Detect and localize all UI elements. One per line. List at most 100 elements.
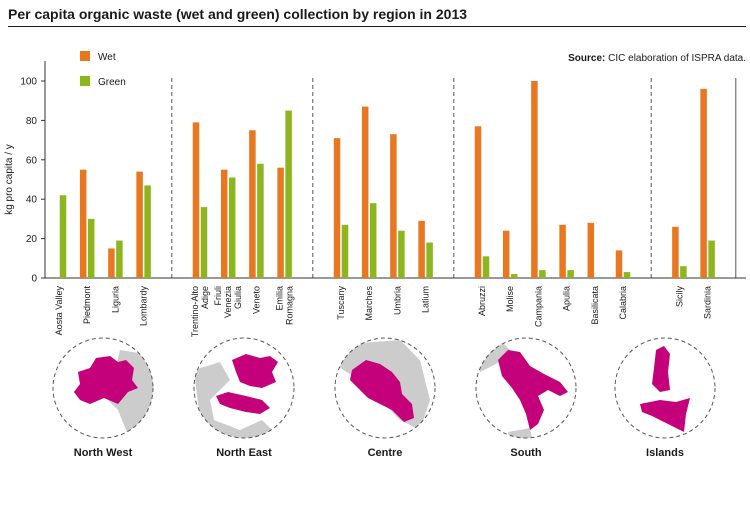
map-region-shape [640, 398, 690, 432]
bar-green [510, 274, 518, 278]
map-region-shape [652, 346, 670, 392]
bar-wet [249, 130, 256, 278]
bar-green [116, 240, 123, 278]
category-labels: Aosta Valley Piedmont Liguria Lombardy Trent… [54, 286, 713, 338]
legend-label-green: Green [98, 77, 126, 88]
map-frame [334, 337, 436, 439]
category-label: Sardinia [703, 286, 713, 319]
source-note: Source: CIC elaboration of ISPRA data. [568, 53, 746, 64]
category-label: Campania [533, 286, 543, 327]
bar-green [257, 163, 264, 278]
legend-swatch-wet [80, 51, 90, 61]
bar-wet [672, 226, 679, 278]
map-region-shape [350, 360, 414, 422]
y-tick-label: 60 [26, 155, 38, 166]
category-label: Liguria [110, 286, 120, 313]
bar-green [228, 177, 236, 278]
map-south [475, 337, 577, 439]
category-label: Adige [200, 286, 210, 309]
bar-green [426, 242, 433, 278]
category-label: Romagna [285, 286, 295, 325]
y-tick-label: 0 [31, 274, 37, 285]
category-label: Friuli [213, 286, 223, 306]
map-base-shape [194, 362, 280, 438]
bar-wet [531, 81, 538, 278]
region-maps [52, 337, 716, 439]
bar-wet [277, 167, 284, 278]
legend-swatch-green [80, 76, 90, 86]
legend-label-wet: Wet [98, 52, 116, 63]
map-region-shape [498, 350, 568, 430]
map-frame [52, 337, 154, 439]
bars [59, 81, 715, 279]
map-region-shape [232, 354, 278, 388]
category-label: Trentino-Alto [190, 286, 200, 337]
bar-green [398, 230, 405, 278]
map-frame [193, 337, 295, 439]
category-label: Emilia [275, 286, 285, 311]
category-label: Latium [421, 286, 431, 313]
y-tick-label: 100 [20, 77, 37, 88]
map-frame [614, 337, 716, 439]
group-name: South [510, 447, 541, 459]
category-label: Basilicata [590, 286, 600, 325]
y-axis-title: kg pro capita / y [4, 144, 15, 215]
y-tick-label: 20 [26, 234, 38, 245]
category-label: Apulia [562, 286, 572, 311]
group-name: North West [74, 447, 133, 459]
bar-green [567, 270, 574, 278]
bar-wet [361, 106, 369, 278]
category-label: Marches [364, 286, 374, 321]
map-north-west [52, 337, 154, 439]
group-name: North East [216, 447, 272, 459]
bar-wet [390, 134, 397, 278]
legend: Wet Green [80, 51, 126, 88]
bar-green [341, 224, 349, 278]
group-dividers [171, 78, 737, 278]
bar-wet [700, 88, 707, 278]
bar-wet [192, 122, 200, 279]
category-label: Giulia [233, 286, 243, 309]
bar-green [285, 110, 292, 278]
category-label: Abruzzi [477, 286, 487, 316]
map-region-shape [216, 392, 270, 414]
y-tick-label: 40 [26, 195, 38, 206]
bar-wet [79, 169, 87, 278]
category-label: Aosta Valley [54, 286, 64, 336]
map-centre [334, 337, 436, 439]
bar-wet [136, 171, 143, 278]
bar-wet [559, 224, 566, 278]
bar-green [482, 256, 490, 278]
y-tick-label: 80 [26, 116, 38, 127]
bar-green [708, 240, 715, 278]
category-label: Calabria [618, 286, 628, 320]
bar-wet [220, 169, 228, 278]
bar-green [87, 218, 95, 278]
bar-wet [333, 138, 341, 278]
bar-wet [418, 220, 425, 278]
title-divider [8, 26, 746, 27]
group-name: Islands [646, 447, 684, 459]
chart-title: Per capita organic waste (wet and green)… [8, 6, 468, 22]
bar-wet [587, 222, 595, 278]
bar-wet [615, 250, 623, 278]
category-label: Sicily [674, 286, 684, 308]
category-label: Veneto [251, 286, 261, 314]
group-names: North West North East Centre South Islands [74, 447, 684, 459]
source-label: Source: [568, 53, 606, 64]
bar-green [539, 270, 546, 278]
bar-green [59, 195, 67, 278]
bar-wet [108, 248, 115, 278]
map-region-shape [74, 356, 138, 404]
category-label: Tuscany [336, 286, 346, 320]
map-frame [475, 337, 577, 439]
map-islands [614, 337, 716, 439]
group-name: Centre [368, 447, 403, 459]
bar-wet [474, 126, 482, 278]
map-base-shape [508, 428, 532, 438]
bar-green [144, 185, 151, 278]
source-text: CIC elaboration of ISPRA data. [608, 53, 746, 64]
bar-green [623, 272, 631, 278]
category-label: Lombardy [139, 286, 149, 327]
